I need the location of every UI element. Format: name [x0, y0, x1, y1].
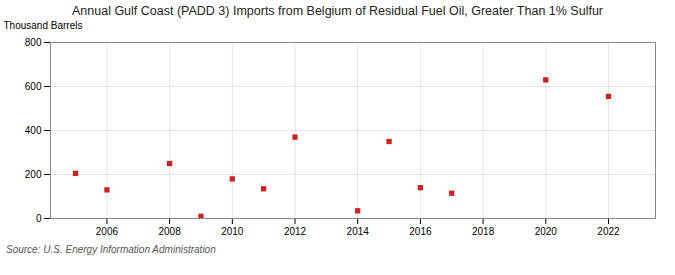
svg-text:2006: 2006 [96, 226, 119, 237]
svg-text:800: 800 [25, 37, 42, 48]
svg-text:Thousand Barrels: Thousand Barrels [4, 20, 83, 31]
svg-text:2008: 2008 [158, 226, 181, 237]
svg-text:2016: 2016 [409, 226, 432, 237]
svg-text:600: 600 [25, 81, 42, 92]
svg-text:400: 400 [25, 125, 42, 136]
svg-text:2010: 2010 [221, 226, 244, 237]
svg-text:2020: 2020 [535, 226, 558, 237]
svg-text:0: 0 [36, 213, 42, 224]
html-text:Source: U.S. Energy Informatio: Source: U.S. Energy Information Administ… [6, 244, 216, 255]
svg-text:2014: 2014 [347, 226, 370, 237]
html-text:Annual Gulf Coast (PADD 3) Imp: Annual Gulf Coast (PADD 3) Imports from … [72, 4, 603, 18]
svg-text:200: 200 [25, 169, 42, 180]
svg-text:2022: 2022 [597, 226, 620, 237]
svg-text:2012: 2012 [284, 226, 307, 237]
svg-text:2018: 2018 [472, 226, 495, 237]
